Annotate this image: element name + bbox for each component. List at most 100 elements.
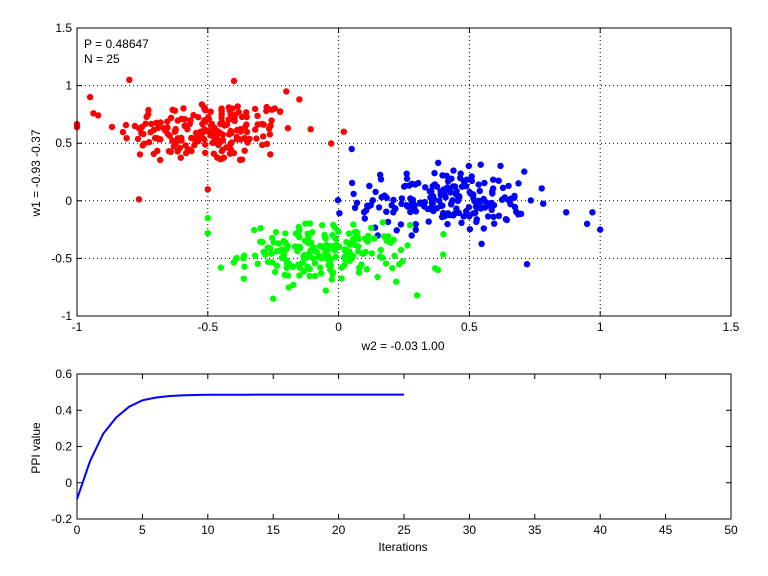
y-tick-label: 1 bbox=[65, 79, 72, 93]
scatter-point bbox=[408, 232, 415, 239]
scatter-point bbox=[283, 88, 290, 95]
scatter-point bbox=[404, 203, 411, 210]
scatter-point bbox=[387, 239, 394, 246]
scatter-point bbox=[307, 126, 314, 133]
scatter-point bbox=[260, 133, 267, 140]
scatter-point bbox=[259, 238, 266, 246]
scatter-point bbox=[444, 220, 451, 228]
scatter-point bbox=[465, 162, 472, 170]
scatter-point bbox=[434, 266, 442, 274]
scatter-point bbox=[491, 220, 498, 227]
scatter-point bbox=[408, 180, 416, 187]
scatter-point bbox=[310, 255, 317, 262]
scatter-point bbox=[538, 185, 545, 192]
scatter-point bbox=[202, 141, 209, 148]
scatter-point bbox=[282, 230, 289, 237]
scatter-point bbox=[201, 105, 208, 112]
scatter-point bbox=[484, 213, 492, 220]
scatter-point bbox=[201, 117, 208, 124]
scatter-point bbox=[330, 221, 337, 229]
scatter-point bbox=[251, 226, 258, 234]
scatter-point bbox=[170, 143, 178, 150]
scatter-point bbox=[407, 222, 414, 229]
scatter-point bbox=[368, 250, 376, 257]
scatter-point bbox=[458, 219, 465, 226]
scatter-point bbox=[259, 141, 266, 149]
scatter-point bbox=[205, 116, 213, 123]
scatter-point bbox=[420, 200, 427, 208]
scatter-point bbox=[237, 136, 244, 143]
scatter-point bbox=[174, 117, 181, 124]
scatter-point bbox=[225, 116, 232, 123]
scatter-point bbox=[211, 124, 218, 131]
scatter-point bbox=[407, 208, 414, 216]
scatter-point bbox=[468, 173, 475, 180]
scatter-point bbox=[473, 216, 480, 223]
scatter-point bbox=[145, 139, 153, 146]
scatter-point bbox=[86, 93, 94, 101]
scatter-point bbox=[431, 169, 438, 177]
scatter-point bbox=[375, 204, 383, 211]
scatter-point bbox=[540, 200, 547, 207]
scatter-point bbox=[489, 185, 497, 192]
scatter-point bbox=[353, 228, 360, 236]
scatter-point bbox=[167, 114, 175, 122]
scatter-point bbox=[364, 237, 372, 244]
scatter-point bbox=[336, 210, 343, 217]
scatter-point bbox=[403, 175, 411, 182]
scatter-point bbox=[382, 260, 390, 267]
scatter-point bbox=[334, 197, 342, 204]
y-tick-label: 1.5 bbox=[55, 21, 72, 35]
annotation-n-value: N = 25 bbox=[84, 52, 120, 66]
scatter-point bbox=[369, 197, 376, 204]
scatter-point bbox=[505, 182, 512, 190]
scatter-point bbox=[356, 264, 363, 272]
scatter-point bbox=[218, 111, 225, 118]
scatter-point bbox=[502, 216, 510, 223]
scatter-point bbox=[263, 140, 271, 148]
scatter-point bbox=[207, 108, 214, 115]
scatter-point bbox=[219, 137, 227, 144]
scatter-point bbox=[440, 231, 447, 238]
scatter-point bbox=[480, 225, 487, 232]
scatter-point bbox=[140, 140, 148, 147]
scatter-point bbox=[490, 213, 497, 221]
scatter-point bbox=[135, 196, 143, 203]
scatter-point bbox=[272, 228, 280, 236]
scatter-point bbox=[466, 188, 473, 196]
x-tick-label: 5 bbox=[139, 523, 146, 537]
scatter-point bbox=[350, 221, 357, 228]
scatter-point bbox=[212, 139, 219, 146]
scatter-point bbox=[306, 272, 313, 280]
scatter-point bbox=[384, 218, 392, 226]
scatter-point bbox=[138, 124, 145, 131]
scatter-point bbox=[266, 125, 273, 132]
scatter-point bbox=[399, 258, 406, 265]
scatter-point bbox=[268, 250, 275, 257]
scatter-point bbox=[153, 119, 160, 127]
scatter-point bbox=[296, 96, 303, 103]
scatter-point bbox=[300, 268, 308, 275]
scatter-point bbox=[379, 254, 386, 261]
scatter-point bbox=[397, 246, 405, 254]
scatter-point bbox=[355, 248, 362, 255]
scatter-ticks: -1 -0.5 0 0.5 1 1.5 -1 -0.5 0 0.5 1 1.5 bbox=[51, 21, 739, 334]
scatter-point bbox=[501, 194, 508, 201]
scatter-point bbox=[495, 212, 503, 219]
scatter-point bbox=[216, 155, 224, 163]
scatter-point bbox=[350, 190, 357, 198]
scatter-point bbox=[123, 135, 130, 142]
scatter-point bbox=[340, 128, 347, 135]
scatter-plot: -1 -0.5 0 0.5 1 1.5 -1 -0.5 0 0.5 1 1.5 P = 0.48647… bbox=[29, 21, 740, 353]
scatter-point bbox=[436, 197, 443, 205]
scatter-point bbox=[444, 184, 451, 191]
scatter-point bbox=[442, 194, 449, 201]
line-y-axis-label: PPI value bbox=[29, 422, 43, 474]
scatter-point bbox=[462, 183, 470, 190]
scatter-point bbox=[422, 184, 429, 191]
scatter-point bbox=[360, 209, 368, 216]
scatter-point bbox=[319, 244, 327, 251]
scatter-point bbox=[470, 210, 477, 217]
scatter-point bbox=[398, 200, 405, 207]
